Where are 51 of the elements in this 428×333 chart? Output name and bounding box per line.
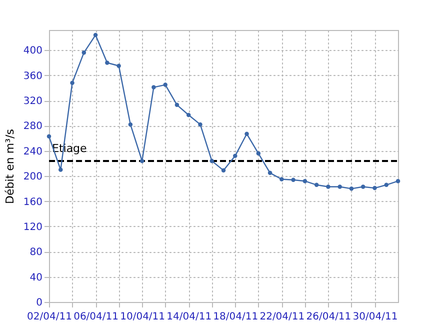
y-tick-label: 80	[30, 247, 42, 258]
point	[302, 178, 308, 184]
x-tick-label: 10/04/11	[120, 312, 166, 322]
y-tick-label: 120	[23, 222, 42, 233]
y-tick-label: 400	[23, 46, 42, 57]
x-tick-label: 26/04/11	[306, 312, 352, 322]
x-tick-label: 14/04/11	[166, 312, 212, 322]
point	[384, 182, 388, 188]
point	[221, 168, 226, 173]
point	[256, 151, 261, 156]
point	[314, 182, 319, 188]
point	[244, 132, 249, 136]
point	[268, 170, 272, 176]
x-tick-label: 06/04/11	[74, 312, 118, 322]
y-tick-label: 280	[23, 121, 42, 132]
point	[360, 184, 366, 189]
x-tick-label: 30/04/11	[352, 312, 398, 322]
point	[105, 60, 110, 65]
point	[372, 186, 377, 190]
point	[58, 168, 63, 172]
point	[233, 154, 238, 158]
point	[163, 82, 168, 87]
y-tick-label: 40	[30, 272, 42, 284]
point	[349, 186, 354, 191]
point	[46, 134, 52, 139]
x-tick-label: 02/04/11	[27, 312, 72, 322]
point	[116, 64, 121, 68]
point	[338, 184, 342, 189]
y-tick-label: 200	[23, 172, 42, 183]
point	[152, 85, 156, 90]
y-axis-title: Débit en m³/s	[3, 128, 16, 204]
point	[326, 184, 330, 189]
point	[82, 50, 86, 55]
y-tick-label: 360	[23, 70, 42, 82]
y-tick-label: 160	[23, 196, 42, 208]
point	[291, 178, 296, 182]
point	[186, 112, 191, 118]
point	[210, 158, 214, 164]
point	[396, 178, 400, 184]
point	[198, 122, 202, 127]
x-tick-label: 18/04/11	[213, 312, 258, 322]
y-tick-label: 0	[36, 298, 42, 308]
point	[70, 80, 74, 86]
x-tick-label: 22/04/11	[260, 312, 305, 322]
y-tick-label: 240	[23, 146, 42, 158]
point	[174, 102, 180, 108]
point	[280, 177, 284, 182]
point	[140, 158, 144, 164]
y-tick-label: 320	[23, 96, 42, 108]
point	[93, 32, 98, 38]
point	[128, 122, 133, 127]
